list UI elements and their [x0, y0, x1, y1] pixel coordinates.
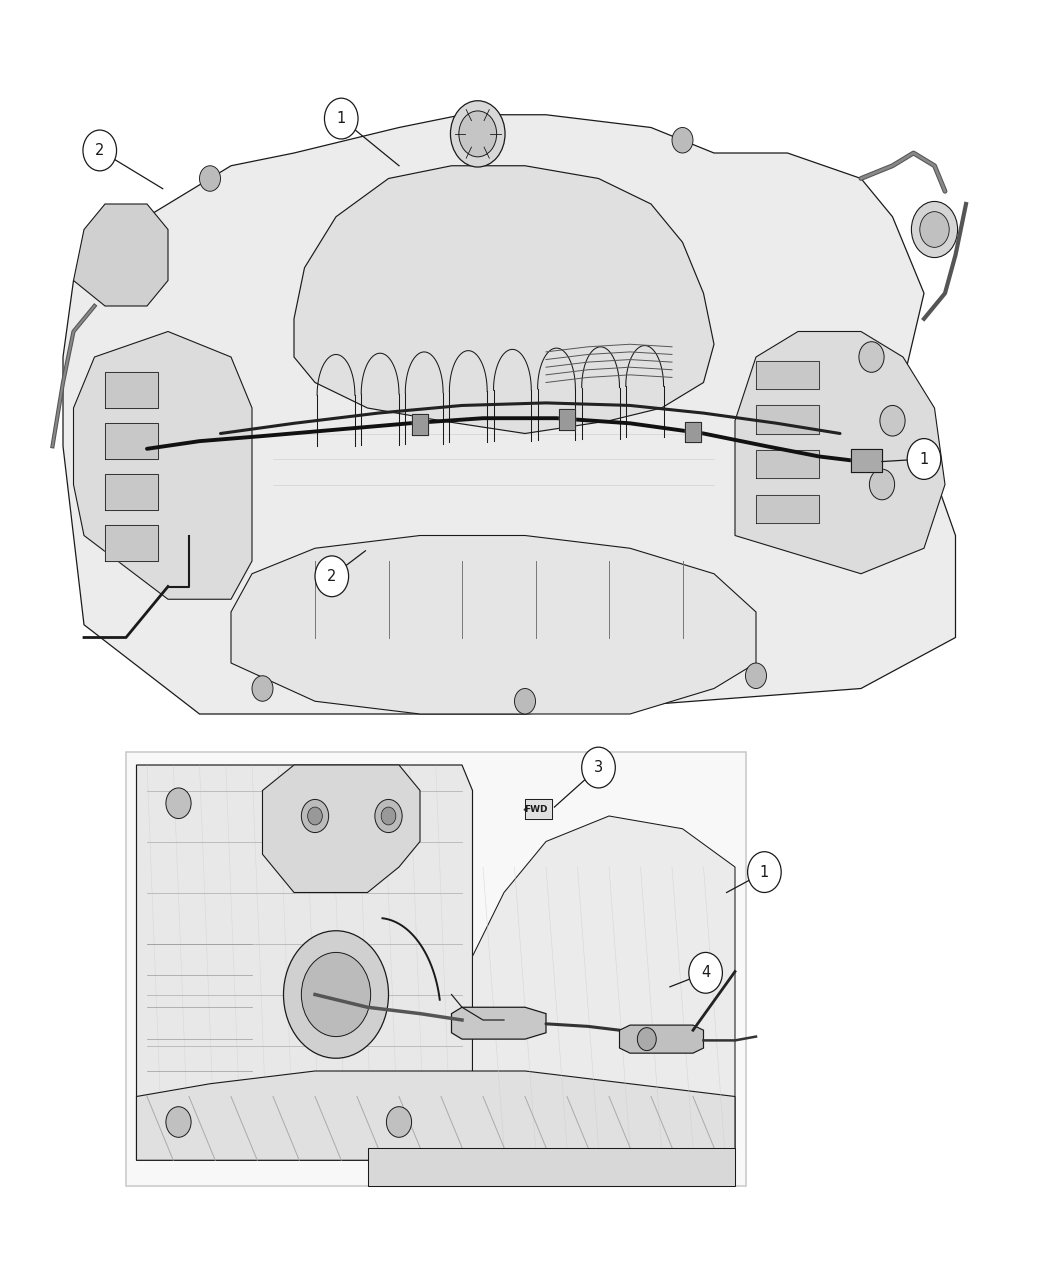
Text: FWD: FWD	[524, 805, 547, 815]
Circle shape	[920, 212, 949, 247]
Polygon shape	[368, 1148, 735, 1186]
Circle shape	[637, 1028, 656, 1051]
Polygon shape	[685, 422, 701, 442]
Polygon shape	[231, 536, 756, 714]
Polygon shape	[294, 166, 714, 434]
Circle shape	[907, 439, 941, 479]
Text: 2: 2	[96, 143, 104, 158]
Circle shape	[252, 676, 273, 701]
Circle shape	[450, 101, 505, 167]
Circle shape	[459, 111, 497, 157]
Circle shape	[911, 201, 958, 258]
Circle shape	[689, 952, 722, 993]
Polygon shape	[472, 816, 735, 1160]
Circle shape	[381, 807, 396, 825]
Circle shape	[308, 807, 322, 825]
Polygon shape	[136, 765, 472, 1160]
Polygon shape	[559, 409, 575, 430]
Circle shape	[324, 98, 358, 139]
Circle shape	[301, 952, 371, 1037]
Polygon shape	[105, 372, 158, 408]
Polygon shape	[735, 332, 945, 574]
Polygon shape	[452, 1007, 546, 1039]
Circle shape	[284, 931, 388, 1058]
Circle shape	[301, 799, 329, 833]
Polygon shape	[262, 765, 420, 892]
Circle shape	[748, 852, 781, 892]
Circle shape	[869, 469, 895, 500]
Circle shape	[672, 128, 693, 153]
Circle shape	[166, 1107, 191, 1137]
Circle shape	[386, 1107, 412, 1137]
Polygon shape	[136, 1071, 735, 1160]
Circle shape	[375, 799, 402, 833]
Polygon shape	[412, 414, 428, 435]
Circle shape	[83, 130, 117, 171]
Polygon shape	[105, 474, 158, 510]
Polygon shape	[105, 423, 158, 459]
Polygon shape	[756, 361, 819, 389]
Text: 1: 1	[337, 111, 345, 126]
Polygon shape	[105, 525, 158, 561]
Polygon shape	[74, 204, 168, 306]
Circle shape	[200, 166, 220, 191]
Text: 2: 2	[328, 569, 336, 584]
Circle shape	[859, 342, 884, 372]
Polygon shape	[74, 332, 252, 599]
Polygon shape	[525, 799, 552, 819]
Circle shape	[582, 747, 615, 788]
Circle shape	[315, 556, 349, 597]
Polygon shape	[126, 752, 746, 1186]
Text: 1: 1	[760, 864, 769, 880]
Polygon shape	[756, 405, 819, 434]
Polygon shape	[620, 1025, 704, 1053]
Circle shape	[514, 688, 536, 714]
Polygon shape	[63, 115, 956, 714]
Text: 4: 4	[701, 965, 710, 980]
Circle shape	[880, 405, 905, 436]
Text: 3: 3	[594, 760, 603, 775]
Polygon shape	[850, 449, 882, 472]
Text: 1: 1	[920, 451, 928, 467]
Circle shape	[166, 788, 191, 819]
Circle shape	[746, 663, 766, 688]
Polygon shape	[756, 450, 819, 478]
Polygon shape	[756, 495, 819, 523]
